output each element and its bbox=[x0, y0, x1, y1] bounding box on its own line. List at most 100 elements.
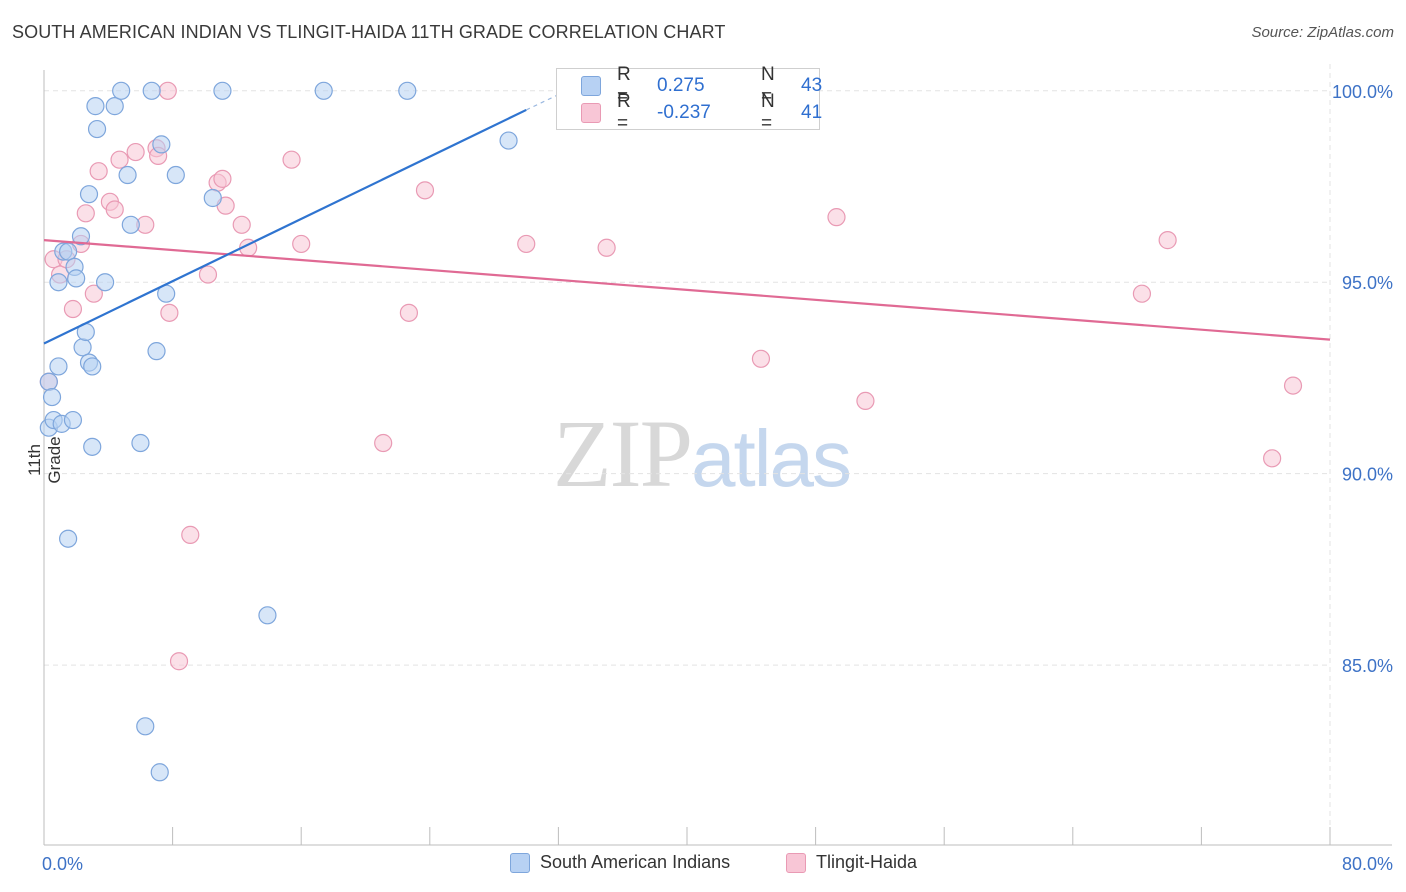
south-american-indians-point bbox=[73, 338, 92, 357]
tlingit-haida-point bbox=[399, 303, 419, 322]
stats-legend: R = 0.275 N = 43 R = -0.237 N = 41 bbox=[556, 64, 823, 134]
watermark-zip: ZIP bbox=[553, 400, 693, 507]
n-label: N = bbox=[761, 91, 775, 134]
source-credit: Source: ZipAtlas.com bbox=[1251, 24, 1394, 41]
legend-swatch-pink bbox=[786, 852, 806, 873]
south-american-indians-point bbox=[67, 269, 86, 288]
chart-title: SOUTH AMERICAN INDIAN VS TLINGIT-HAIDA 1… bbox=[12, 22, 726, 42]
south-american-indians-point bbox=[258, 606, 277, 625]
trend-lines bbox=[43, 86, 1331, 345]
south-american-indians-point bbox=[150, 763, 169, 782]
tlingit-haida-point bbox=[169, 652, 189, 671]
south-american-indians-point bbox=[131, 433, 150, 453]
watermark-atlas: atlas bbox=[691, 414, 852, 503]
tlingit-haida-point bbox=[63, 299, 83, 319]
axes bbox=[43, 70, 1392, 846]
south-american-indians-trend-line bbox=[43, 108, 527, 345]
tlingit-haida-point bbox=[415, 181, 435, 200]
south-american-indians-point bbox=[59, 242, 78, 261]
tlingit-haida-point bbox=[232, 215, 251, 234]
tlingit-haida-point bbox=[76, 204, 95, 223]
stats-swatch-pink bbox=[581, 103, 601, 123]
tlingit-haida-point bbox=[1263, 449, 1282, 468]
y-tick-label: 100.0% bbox=[1332, 82, 1393, 102]
tlingit-haida-point bbox=[751, 349, 771, 368]
tlingit-haida-point bbox=[198, 265, 218, 284]
x-tick-label-max: 80.0% bbox=[1342, 854, 1393, 874]
tlingit-haida-point bbox=[1158, 231, 1177, 250]
tlingit-haida-point bbox=[158, 81, 177, 100]
tlingit-haida-point bbox=[856, 391, 875, 411]
y-tick-label: 95.0% bbox=[1342, 273, 1393, 293]
tlingit-haida-point bbox=[282, 150, 301, 169]
south-american-indians-point bbox=[83, 357, 102, 376]
south-american-indians-point bbox=[398, 81, 417, 100]
south-american-indians-point bbox=[203, 188, 222, 208]
south-american-indians-point bbox=[79, 185, 99, 204]
tlingit-haida-point bbox=[89, 162, 108, 181]
south-american-indians-point bbox=[49, 357, 68, 376]
south-american-indians-point bbox=[118, 165, 137, 185]
south-american-indians-point bbox=[42, 387, 62, 407]
tlingit-haida-point bbox=[827, 208, 846, 227]
south-american-indians-point bbox=[142, 81, 161, 100]
south-american-indians-point bbox=[49, 273, 68, 292]
r-value: 0.275 bbox=[657, 75, 705, 96]
tlingit-haida-point bbox=[1132, 284, 1152, 303]
south-american-indians-point bbox=[147, 342, 166, 361]
south-american-indians-point bbox=[71, 227, 91, 246]
tlingit-haida-point bbox=[110, 150, 129, 169]
tlingit-haida-point bbox=[160, 303, 179, 322]
legend-label-south-american-indians: South American Indians bbox=[540, 852, 731, 872]
tlingit-haida-point bbox=[105, 200, 124, 219]
south-american-indians-point bbox=[63, 410, 83, 430]
south-american-indians-point bbox=[136, 717, 155, 736]
south-american-indians-point bbox=[95, 273, 115, 292]
series-legend: South American Indians Tlingit-Haida bbox=[0, 850, 1406, 880]
south-american-indians-point bbox=[39, 372, 58, 391]
legend-swatch-blue bbox=[510, 852, 530, 873]
south-american-indians-point bbox=[213, 81, 232, 100]
x-tick-label-min: 0.0% bbox=[42, 854, 83, 874]
tick-labels: 85.0% 90.0% 95.0% 100.0% 0.0% 80.0% bbox=[42, 82, 1393, 874]
south-american-indians-point bbox=[152, 135, 171, 154]
tlingit-haida-trend-line bbox=[43, 239, 1331, 341]
r-label: R = bbox=[617, 64, 631, 107]
r-label: R = bbox=[617, 91, 631, 134]
legend-label-tlingit-haida: Tlingit-Haida bbox=[816, 852, 918, 872]
south-american-indians-point bbox=[86, 97, 105, 116]
tlingit-haida-point bbox=[181, 525, 200, 544]
n-value: 43 bbox=[801, 75, 823, 96]
n-label: N = bbox=[761, 64, 775, 107]
tlingit-haida-point bbox=[84, 284, 103, 303]
south-american-indians-point bbox=[87, 119, 107, 139]
south-american-indians-point bbox=[121, 215, 140, 234]
south-american-indians-points bbox=[39, 81, 518, 782]
south-american-indians-point bbox=[166, 165, 185, 185]
tlingit-haida-point bbox=[1283, 376, 1303, 395]
tlingit-haida-point bbox=[597, 238, 616, 257]
gridlines bbox=[44, 64, 1331, 845]
south-american-indians-point bbox=[59, 529, 78, 548]
legend-item-south-american-indians: South American Indians bbox=[510, 852, 730, 873]
south-american-indians-point bbox=[105, 97, 124, 116]
tlingit-haida-point bbox=[374, 433, 393, 453]
tlingit-haida-points bbox=[39, 81, 1303, 671]
y-tick-label: 90.0% bbox=[1342, 465, 1393, 485]
n-value: 41 bbox=[801, 102, 823, 123]
tlingit-haida-point bbox=[292, 234, 311, 254]
legend-item-tlingit-haida: Tlingit-Haida bbox=[786, 852, 917, 873]
tlingit-haida-point bbox=[126, 142, 145, 162]
south-american-indians-point bbox=[499, 131, 518, 150]
tlingit-haida-point bbox=[517, 234, 536, 254]
south-american-indians-point bbox=[112, 81, 131, 100]
y-tick-label: 85.0% bbox=[1342, 656, 1393, 676]
y-axis-label: 11th Grade bbox=[25, 436, 64, 484]
south-american-indians-point bbox=[314, 81, 333, 100]
r-value: -0.237 bbox=[657, 102, 711, 123]
south-american-indians-trend-extension bbox=[525, 86, 575, 111]
tlingit-haida-point bbox=[213, 169, 232, 188]
watermark: ZIPatlas bbox=[553, 398, 852, 509]
south-american-indians-point bbox=[83, 437, 102, 456]
